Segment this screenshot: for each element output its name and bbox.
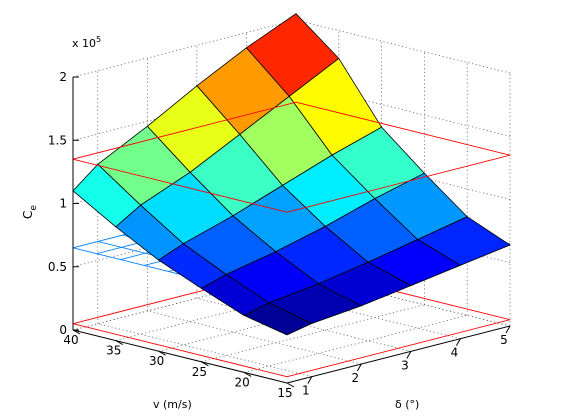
y-tick-label: 30 xyxy=(149,354,164,368)
z-scale-label: x 105 xyxy=(72,35,101,50)
surface-mesh xyxy=(72,13,511,336)
y-tick-label: 15 xyxy=(277,386,292,400)
x-tick-mark xyxy=(505,325,511,334)
z-axis-label-text: C xyxy=(21,211,35,219)
svg-text:Ce: Ce xyxy=(21,205,39,219)
grid-line-floor-x xyxy=(97,323,312,378)
y-tick-label: 20 xyxy=(235,375,250,389)
x-tick-mark xyxy=(406,351,412,359)
y-tick-mark xyxy=(115,340,124,346)
grid-line-side-z xyxy=(295,272,511,327)
grid-line-back-z xyxy=(72,19,297,78)
grid-line-back-z xyxy=(72,272,297,331)
z-scale-exponent: 5 xyxy=(96,35,101,44)
y-axis-line xyxy=(72,329,288,384)
x-tick-label: 1 xyxy=(302,384,310,398)
z-axis-label: Ce xyxy=(21,205,39,219)
z-axis-label-subscript: e xyxy=(29,205,39,211)
grid-line-side-z xyxy=(295,19,511,74)
plane-red-upper xyxy=(72,101,511,213)
x-tick-label: 5 xyxy=(500,333,508,347)
z-tick-label: 0.5 xyxy=(48,260,67,274)
y-tick-mark xyxy=(243,371,252,377)
y-tick-mark xyxy=(201,361,209,367)
y-tick-mark xyxy=(158,350,166,356)
grid-line-side-z xyxy=(295,82,511,137)
x-tick-label: 4 xyxy=(451,346,459,360)
x-tick-mark xyxy=(356,363,362,372)
grid-line-floor-y xyxy=(201,304,425,363)
z-scale-text: x 10 xyxy=(72,37,96,50)
x-tick-mark xyxy=(307,376,313,384)
x-tick-label: 3 xyxy=(401,358,409,372)
z-tick-label: 0 xyxy=(59,323,67,337)
z-tick-label: 1 xyxy=(59,197,67,211)
grid-line-floor-y xyxy=(244,315,468,373)
grid-line-floor-x xyxy=(246,285,461,340)
z-tick-label: 2 xyxy=(59,70,67,84)
y-axis-label: v (m/s) xyxy=(153,398,192,411)
x-axis-line xyxy=(286,325,511,384)
x-axis-label: δ (°) xyxy=(395,398,419,411)
y-tick-mark xyxy=(286,382,295,388)
y-tick-label: 40 xyxy=(63,333,78,347)
plane-outline xyxy=(72,101,511,213)
surface-patch xyxy=(243,302,313,336)
grid-line-floor-x xyxy=(147,310,362,365)
axes: 1 2 3 4 5 15 20 25 30 35 400 0.5 1 1.5 2 xyxy=(48,70,511,400)
x-tick-mark xyxy=(456,338,461,346)
y-tick-mark xyxy=(72,329,81,335)
z-tick-label: 1.5 xyxy=(48,133,67,147)
y-tick-label: 25 xyxy=(192,365,207,379)
grid-line-floor-y xyxy=(115,283,339,341)
y-tick-label: 35 xyxy=(106,344,121,358)
x-tick-label: 2 xyxy=(352,371,360,385)
